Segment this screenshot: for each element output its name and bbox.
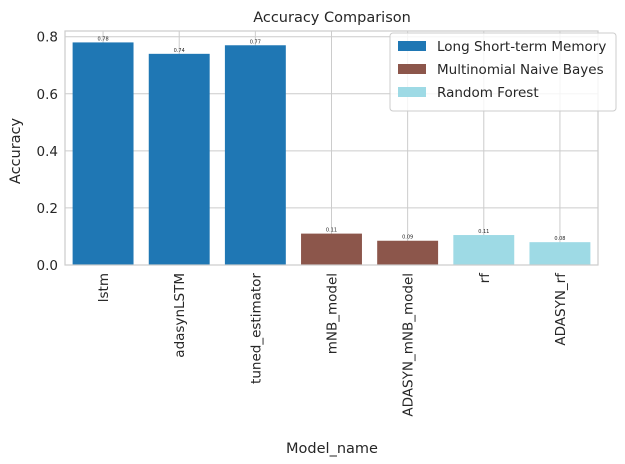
chart-title: Accuracy Comparison bbox=[253, 10, 411, 26]
x-tick-label: adasynLSTM bbox=[172, 273, 188, 358]
x-axis-ticks: lstm adasynLSTM tuned_estimator mNB_model AD… bbox=[96, 272, 569, 417]
legend-label: Random Forest bbox=[437, 85, 539, 101]
y-tick-label: 0.4 bbox=[37, 144, 58, 160]
bar-lstm bbox=[72, 42, 134, 265]
bar-rf bbox=[453, 235, 515, 265]
bar-value-label: 0.11 bbox=[326, 228, 337, 234]
x-axis-label: Model_name bbox=[286, 441, 378, 457]
bar-mNB_model bbox=[301, 233, 362, 265]
x-tick-label: mNB_model bbox=[325, 273, 341, 354]
legend-swatch bbox=[398, 64, 426, 74]
legend-label: Long Short-term Memory bbox=[437, 39, 606, 55]
bar-value-label: 0.11 bbox=[478, 229, 489, 235]
y-tick-label: 0.6 bbox=[37, 87, 58, 103]
bar-adasynLSTM bbox=[148, 53, 210, 265]
x-tick-label: ADASYN_rf bbox=[553, 272, 569, 346]
bar-value-label: 0.08 bbox=[554, 236, 565, 242]
bar-value-label: 0.77 bbox=[250, 39, 261, 45]
x-tick-label: lstm bbox=[96, 273, 112, 302]
bar-tuned_estimator bbox=[224, 45, 286, 265]
legend-swatch bbox=[398, 87, 426, 97]
legend-frame bbox=[389, 32, 617, 112]
bar-value-label: 0.09 bbox=[402, 235, 413, 241]
legend-swatch bbox=[398, 41, 426, 51]
x-tick-label: rf bbox=[477, 272, 493, 284]
bar-value-label: 0.78 bbox=[98, 36, 109, 42]
bars: 0.78 0.74 0.77 0.11 0.09 0.11 0.08 bbox=[72, 36, 591, 265]
y-tick-label: 0.0 bbox=[37, 258, 58, 274]
plot-frame bbox=[64, 30, 599, 266]
y-tick-label: 0.8 bbox=[37, 30, 58, 46]
bar-ADASYN_rf bbox=[529, 242, 591, 265]
x-tick-label: ADASYN_mNB_model bbox=[401, 273, 417, 417]
legend-label: Multinomial Naive Bayes bbox=[437, 62, 604, 78]
bar-value-label: 0.74 bbox=[174, 48, 185, 54]
x-tick-label: tuned_estimator bbox=[248, 273, 264, 384]
legend: Long Short-term Memory Multinomial Naive … bbox=[389, 32, 617, 112]
y-tick-label: 0.2 bbox=[37, 201, 58, 217]
bar-ADASYN_mNB_model bbox=[377, 240, 439, 265]
y-axis-label: Accuracy bbox=[8, 117, 24, 184]
y-axis-ticks: 0.0 0.2 0.4 0.6 0.8 bbox=[37, 30, 58, 274]
